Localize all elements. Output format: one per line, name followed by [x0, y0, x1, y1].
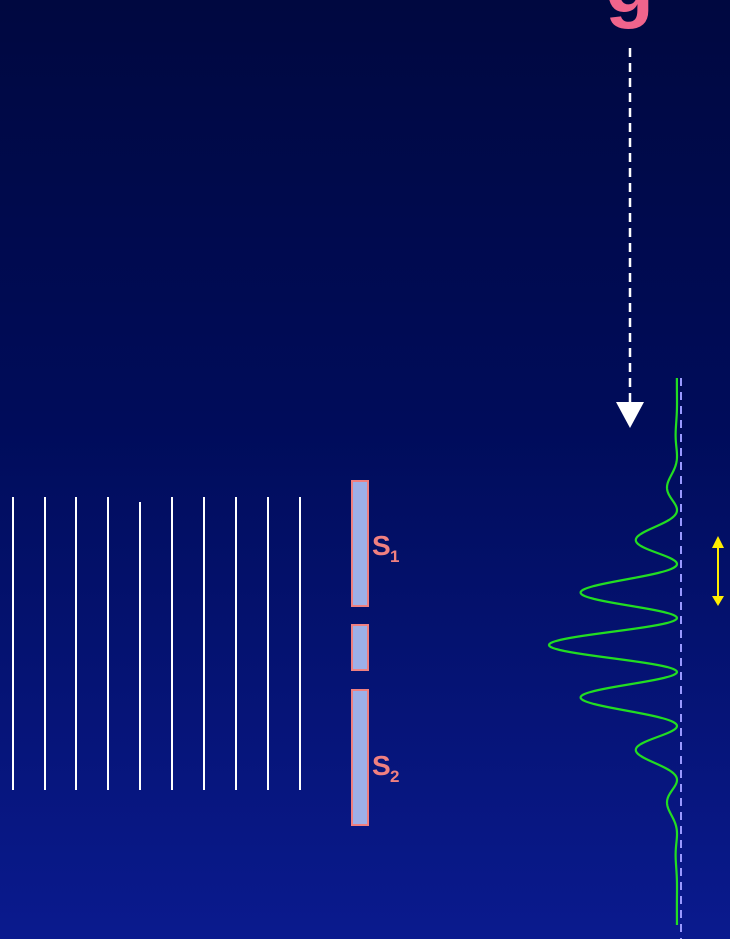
cutoff-title-glyph: g — [605, 0, 654, 29]
incident-wavefronts — [12, 497, 301, 790]
slit1-subscript: 1 — [390, 547, 399, 566]
slit1-label: S 1 — [372, 530, 399, 566]
double-headed-arrow-icon — [712, 536, 724, 606]
double-arrow-head-bottom — [712, 596, 724, 606]
slit1-letter: S — [372, 530, 391, 561]
barrier-bottom-segment — [351, 689, 369, 826]
dashed-down-arrow-icon — [616, 48, 644, 428]
double-arrow-head-top — [712, 536, 724, 548]
slit2-subscript: 2 — [390, 767, 399, 786]
slit2-label: S 2 — [372, 750, 399, 786]
dashed-arrow-head — [616, 402, 644, 428]
slit2-letter: S — [372, 750, 391, 781]
intensity-pattern-curve — [547, 378, 679, 925]
barrier-middle-segment — [351, 624, 369, 671]
slit-barrier — [351, 480, 369, 826]
barrier-top-segment — [351, 480, 369, 607]
